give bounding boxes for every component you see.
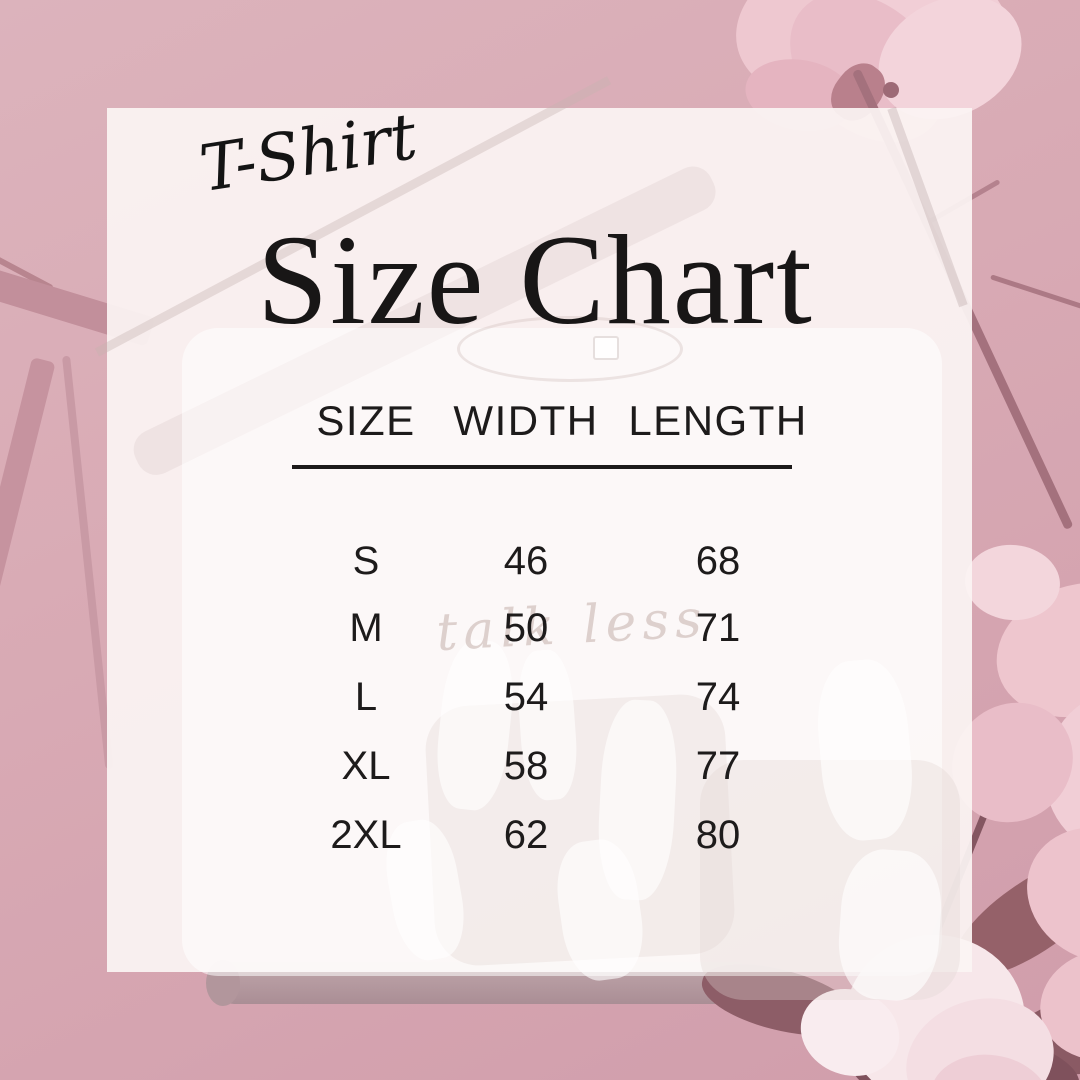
- cell-size: 2XL: [330, 813, 402, 857]
- cell-length: 74: [695, 675, 741, 719]
- table-row: S 46 68: [107, 535, 972, 587]
- cell-length: 77: [695, 744, 741, 788]
- table-row: XL 58 77: [107, 740, 972, 792]
- size-chart-card: talk less T-Shirt Size Chart SIZE WIDTH …: [94, 76, 972, 1004]
- tshirt-tag-ghost: [593, 336, 619, 360]
- column-header-length: LENGTH: [628, 397, 808, 444]
- page-title: Size Chart: [257, 209, 814, 351]
- stem-twig: [990, 274, 1080, 315]
- hanger-bottom-rod: [62, 355, 114, 770]
- table-row: M 50 71: [107, 602, 972, 654]
- stem-node: [883, 82, 899, 98]
- cell-size: XL: [341, 744, 391, 788]
- table-row: L 54 74: [107, 671, 972, 723]
- column-header-size: SIZE: [316, 397, 416, 444]
- cell-width: 54: [503, 675, 549, 719]
- cell-size: M: [349, 606, 383, 650]
- cell-length: 71: [695, 606, 741, 650]
- cell-width: 50: [503, 606, 549, 650]
- cell-size: L: [354, 675, 378, 719]
- cell-size: S: [352, 539, 380, 583]
- cell-width: 58: [503, 744, 549, 788]
- cell-width: 46: [503, 539, 549, 583]
- tshirt-collar-ghost: [457, 316, 683, 382]
- table-header-row: SIZE WIDTH LENGTH: [107, 395, 972, 447]
- cell-length: 68: [695, 539, 741, 583]
- cell-width: 62: [503, 813, 549, 857]
- script-title: T-Shirt: [195, 99, 422, 208]
- cell-length: 80: [695, 813, 741, 857]
- column-header-width: WIDTH: [453, 397, 599, 444]
- stem-shadow-ghost: [887, 106, 968, 308]
- hanger-side-arm: [0, 357, 56, 674]
- header-divider-line: [292, 465, 792, 469]
- table-row: 2XL 62 80: [107, 809, 972, 861]
